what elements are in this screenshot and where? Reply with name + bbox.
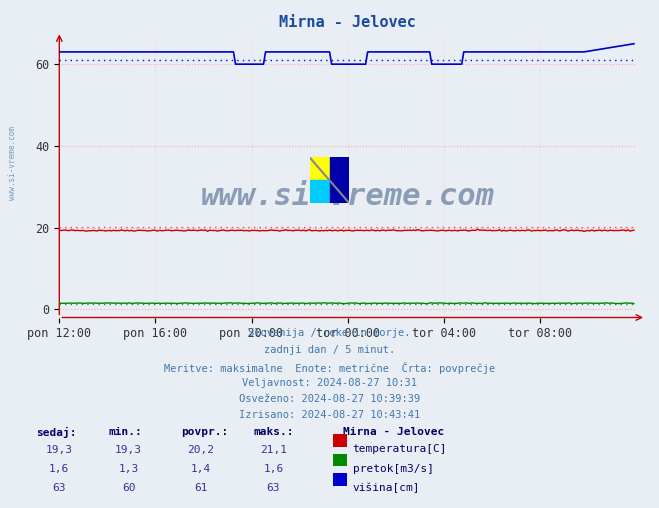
Text: višina[cm]: višina[cm] [353, 483, 420, 493]
Text: 60: 60 [122, 483, 135, 493]
Text: 1,6: 1,6 [49, 464, 69, 474]
Text: 1,3: 1,3 [119, 464, 138, 474]
Title: Mirna - Jelovec: Mirna - Jelovec [279, 15, 416, 30]
Text: www.si-vreme.com: www.si-vreme.com [8, 125, 17, 200]
Text: Osveženo: 2024-08-27 10:39:39: Osveženo: 2024-08-27 10:39:39 [239, 394, 420, 404]
Text: temperatura[C]: temperatura[C] [353, 444, 447, 455]
Text: 61: 61 [194, 483, 208, 493]
Text: pretok[m3/s]: pretok[m3/s] [353, 464, 434, 474]
Text: 1,4: 1,4 [191, 464, 211, 474]
Text: povpr.:: povpr.: [181, 427, 229, 437]
Text: Slovenija / reke in morje.: Slovenija / reke in morje. [248, 328, 411, 338]
Text: 19,3: 19,3 [46, 444, 72, 455]
Text: Meritve: maksimalne  Enote: metrične  Črta: povprečje: Meritve: maksimalne Enote: metrične Črta… [164, 362, 495, 374]
Text: 21,1: 21,1 [260, 444, 287, 455]
Text: Mirna - Jelovec: Mirna - Jelovec [343, 427, 444, 437]
Bar [330, 157, 349, 203]
Bar [310, 157, 330, 180]
Bar [310, 180, 330, 203]
Text: 20,2: 20,2 [188, 444, 214, 455]
Text: Veljavnost: 2024-08-27 10:31: Veljavnost: 2024-08-27 10:31 [242, 378, 417, 389]
Text: Izrisano: 2024-08-27 10:43:41: Izrisano: 2024-08-27 10:43:41 [239, 410, 420, 420]
Text: sedaj:: sedaj: [36, 427, 76, 438]
Text: 63: 63 [53, 483, 66, 493]
Text: 63: 63 [267, 483, 280, 493]
Text: www.si-vreme.com: www.si-vreme.com [200, 182, 495, 211]
Text: 19,3: 19,3 [115, 444, 142, 455]
Text: maks.:: maks.: [254, 427, 294, 437]
Text: zadnji dan / 5 minut.: zadnji dan / 5 minut. [264, 345, 395, 356]
Text: 1,6: 1,6 [264, 464, 283, 474]
Text: min.:: min.: [109, 427, 142, 437]
